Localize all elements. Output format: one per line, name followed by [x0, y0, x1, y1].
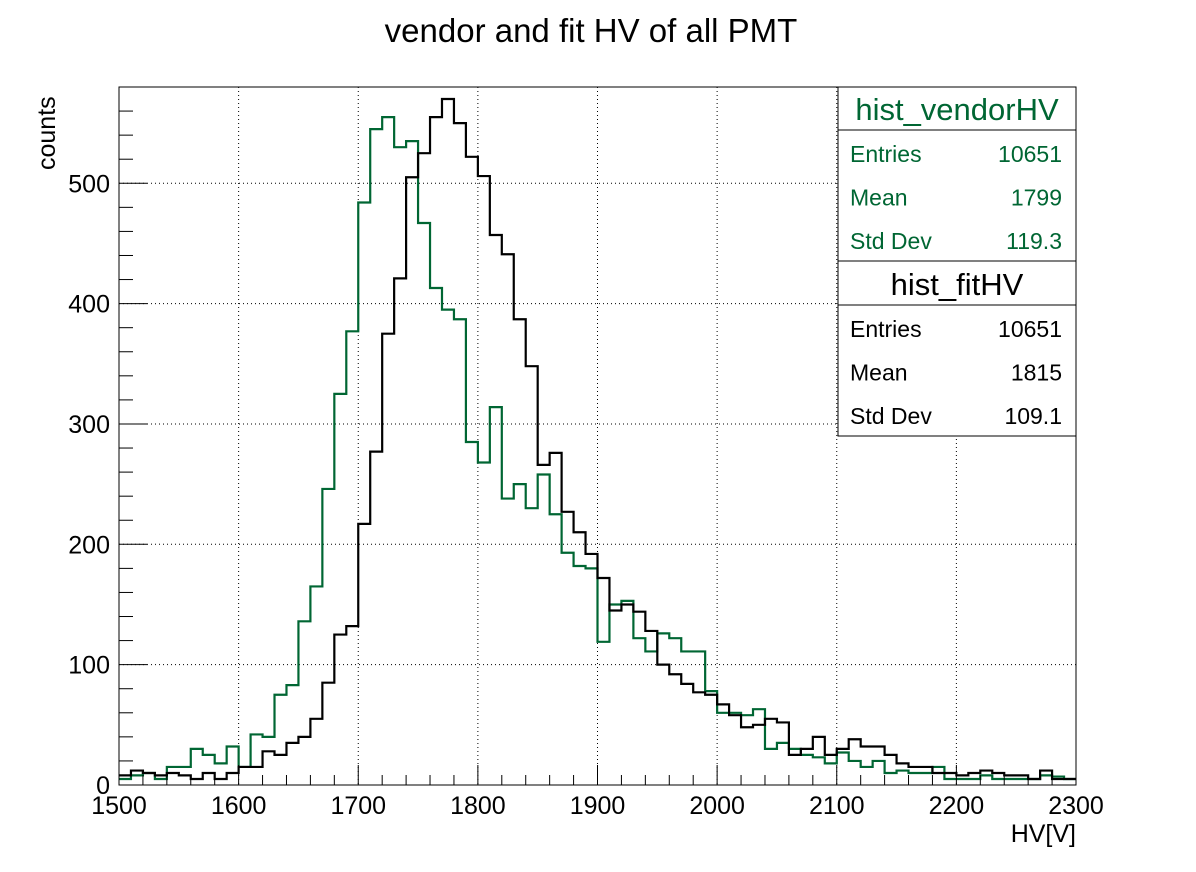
stats-row-value: 119.3: [1006, 228, 1062, 254]
stats-row-value: 1799: [1011, 185, 1062, 211]
y-tick-label: 0: [96, 772, 110, 800]
y-axis-label: counts: [33, 96, 61, 170]
x-tick-label: 1900: [570, 792, 626, 820]
stats-boxes: hist_vendorHV Entries 10651 Mean 1799 Std Dev…: [837, 86, 1077, 437]
stats-box-hist_fitHV: hist_fitHV Entries 10651 Mean 1815 Std Dev 109…: [837, 260, 1077, 437]
x-axis-label: HV[V]: [1011, 820, 1076, 848]
stats-row-value: 109.1: [1004, 403, 1062, 429]
histogram-series: [119, 97, 1076, 781]
series-hist_fitHV: [119, 97, 1076, 781]
x-tick-label: 2200: [929, 792, 985, 820]
stats-row-label: Std Dev: [850, 403, 932, 429]
x-tick-label: 2300: [1048, 792, 1104, 820]
x-tick-label: 1600: [211, 792, 267, 820]
stats-box-frame: [837, 86, 1077, 263]
chart-title: vendor and fit HV of all PMT: [385, 12, 798, 49]
axes: 1500 1600 1700 1800 1900 2000 2100 2200 2300 0 100…: [68, 86, 1104, 820]
stats-box-frame: [837, 260, 1077, 437]
x-tick-label: 1700: [330, 792, 386, 820]
y-tick-label: 300: [68, 411, 110, 439]
stats-row-label: Mean: [850, 360, 908, 386]
x-tick-label: 1500: [91, 792, 147, 820]
series-hist_vendorHV: [119, 115, 1076, 781]
stats-row-value: 1815: [1011, 360, 1062, 386]
y-tick-label: 200: [68, 531, 110, 559]
stats-row-label: Std Dev: [850, 228, 932, 254]
stats-row-label: Entries: [850, 141, 922, 167]
stats-row-label: Entries: [850, 316, 922, 342]
stats-box-title: hist_vendorHV: [855, 92, 1059, 127]
stats-row-value: 10651: [998, 316, 1062, 342]
stats-box-hist_vendorHV: hist_vendorHV Entries 10651 Mean 1799 Std Dev…: [837, 86, 1077, 263]
stats-row-value: 10651: [998, 141, 1062, 167]
x-tick-label: 2100: [809, 792, 865, 820]
stats-box-title: hist_fitHV: [891, 267, 1024, 302]
x-tick-label: 1800: [450, 792, 506, 820]
y-tick-label: 400: [68, 291, 110, 319]
y-tick-label: 500: [68, 170, 110, 198]
x-tick-label: 2000: [689, 792, 745, 820]
y-tick-label: 100: [68, 652, 110, 680]
stats-row-label: Mean: [850, 185, 908, 211]
